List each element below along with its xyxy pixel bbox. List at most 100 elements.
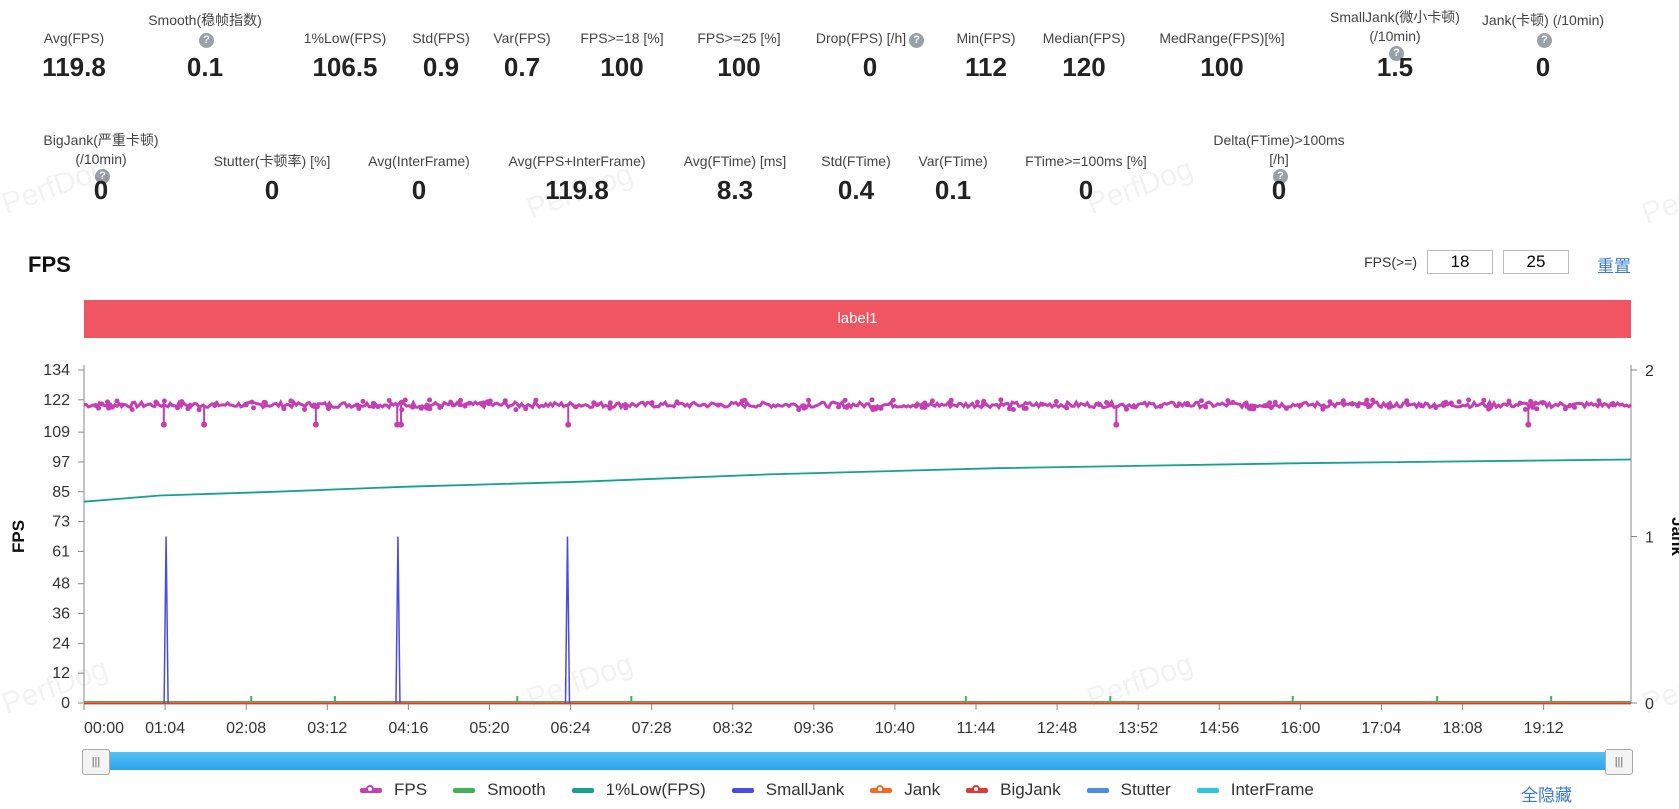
metric-metrics_row2-3: Avg(FPS+InterFrame) 119.8 [508,131,645,206]
legend-item[interactable]: FPS [360,780,427,800]
metric-label-text: Min(FPS) [956,30,1016,46]
slider-track[interactable] [84,752,1631,770]
y2-tick-label: 0 [1645,696,1654,713]
metric-metrics_row2-8: Delta(FTime)>100ms [/h]? 0 [1213,131,1344,206]
x-tick-label: 13:52 [1118,720,1158,737]
slider-handle-left[interactable]: ||| [82,749,110,775]
legend-label: Smooth [487,780,546,799]
y-tick-label: 12 [52,665,70,682]
fps-point [370,400,376,406]
help-icon[interactable]: ? [1389,46,1404,61]
metric-metrics_row2-1: Stutter(卡顿率) [%] 0 [207,131,337,206]
fps-point [980,401,986,407]
fps-point [998,397,1004,403]
legend-item[interactable]: Stutter [1086,780,1171,800]
help-icon[interactable]: ? [1273,169,1288,184]
x-tick-label: 11:44 [957,720,996,737]
metric-label-text: Smooth(稳帧指数) [148,12,262,28]
reset-link[interactable]: 重置 [1597,257,1631,276]
metric-value: 0.1 [934,175,972,205]
fps-point [1158,403,1164,409]
fps-point [806,397,811,403]
fps-point [1230,399,1236,405]
fps-point [1131,404,1137,410]
fps-threshold-controls: FPS(>=) [1364,250,1569,274]
legend-item[interactable]: BigJank [966,780,1061,800]
metric-label-text: 1%Low(FPS) [303,30,387,46]
legend-item[interactable]: Jank [870,780,940,800]
y-tick-label: 134 [43,362,70,379]
metric-label-text: Stutter(卡顿率) [%] [213,153,331,169]
metric-label: Avg(FPS+InterFrame) [508,131,645,171]
fps-point [399,407,405,413]
label-band[interactable]: label1 [84,300,1631,338]
metric-label: Std(FTime) [791,131,921,171]
help-icon[interactable]: ? [199,33,214,48]
fps-point [1517,400,1523,406]
fps-point [302,407,307,412]
fps-point [1107,402,1113,408]
fps-point [288,398,294,404]
fps-point [715,402,721,408]
help-icon[interactable]: ? [909,33,925,48]
fps-point [487,398,493,404]
fps-dip-point [398,421,405,428]
fps-point [1534,406,1540,412]
hide-all-link[interactable]: 全隐藏 [1521,786,1572,805]
metric-label-text: Avg(InterFrame) [368,153,470,169]
time-range-slider[interactable]: ||| ||| [82,748,1633,775]
legend-swatch-icon [360,784,382,793]
fps-point [801,405,807,411]
metric-value: 106.5 [312,52,378,82]
x-tick-label: 05:20 [469,720,509,737]
metric-label: Smooth(稳帧指数)? [140,8,270,48]
fps-point [878,405,884,411]
metric-metrics_row2-6: Var(FTime) 0.1 [888,131,1018,206]
fps-point [1466,397,1472,403]
fps-point [1418,402,1424,408]
fps-point [1486,401,1492,407]
y-tick-label: 73 [52,514,70,531]
x-tick-label: 18:08 [1443,720,1483,737]
fps-point [607,400,613,406]
metric-label: Median(FPS) [1019,8,1149,48]
fps-dip-point [160,421,167,428]
fps-point [354,402,360,408]
fps-point [1006,406,1012,412]
threshold-input-low[interactable] [1427,250,1493,274]
fps-point [1284,405,1289,411]
fps-point [1404,398,1410,404]
fps-point [251,405,256,411]
help-icon[interactable]: ? [1537,33,1552,48]
help-icon[interactable]: ? [95,169,110,184]
chart-title: FPS [28,252,71,277]
legend-item[interactable]: SmallJank [731,780,844,800]
legend-item[interactable]: 1%Low(FPS) [571,780,706,800]
slider-handle-right[interactable]: ||| [1605,749,1633,775]
fps-point [1481,397,1487,403]
fps-point [1433,405,1439,410]
fps-point [119,402,125,408]
threshold-input-high[interactable] [1503,250,1569,274]
y-tick-label: 48 [52,576,70,593]
y-tick-label: 85 [52,484,70,501]
metric-label: SmallJank(微小卡顿) (/10min)? [1330,8,1460,61]
metric-metrics_row2-7: FTime>=100ms [%] 0 [1021,131,1151,206]
chart-legend: FPS Smooth 1%Low(FPS) SmallJank Jank BigJank S… [360,780,1340,800]
legend-item[interactable]: InterFrame [1196,780,1314,800]
fps-point [196,407,202,413]
fps-point [1355,403,1361,409]
legend-label: BigJank [1000,780,1061,799]
fps-point [99,401,105,407]
fps-point [1596,398,1602,404]
legend-item[interactable]: Smooth [453,780,546,800]
fps-point [674,399,680,405]
y-tick-label: 97 [52,454,70,471]
fps-point [873,406,879,412]
metric-value: 120 [1062,52,1106,82]
series-1pct-low [83,458,1632,503]
x-tick-label: 14:56 [1199,720,1239,737]
metric-label-text: FTime>=100ms [%] [1025,153,1147,169]
legend-label: FPS [394,780,428,799]
